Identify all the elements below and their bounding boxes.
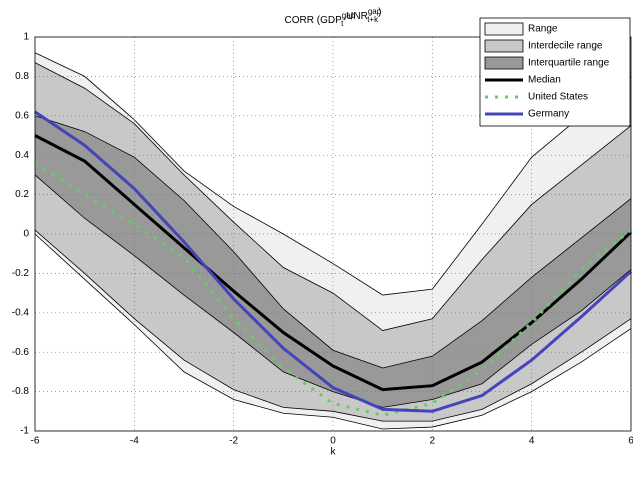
series-line	[34, 134, 633, 392]
y-tick-label: 0.6	[15, 110, 29, 121]
y-tick-label: 0.4	[15, 150, 29, 161]
band-edge	[34, 174, 632, 408]
x-tick-label: -2	[229, 436, 238, 447]
series-line	[34, 110, 633, 413]
y-tick-label: 0	[23, 229, 29, 240]
band-edge	[34, 115, 632, 369]
x-axis-label: k	[331, 447, 337, 458]
chart-title: CORR (GDPgap t,UNRgap t+k)	[285, 7, 382, 28]
x-tick-label: 2	[430, 436, 436, 447]
y-tick-label: 0.8	[15, 71, 29, 82]
legend-label: Median	[528, 75, 561, 86]
title-part: ,UNR	[343, 11, 367, 22]
title-part: t	[341, 19, 344, 28]
legend-label: Interquartile range	[528, 58, 610, 69]
y-tick-label: -1	[20, 426, 29, 437]
band-edge	[34, 233, 632, 430]
title-part: )	[378, 7, 381, 18]
y-tick-label: 1	[23, 32, 29, 43]
legend-label: Germany	[528, 109, 569, 120]
x-tick-label: 0	[330, 436, 336, 447]
y-tick-label: -0.4	[12, 307, 30, 318]
legend-swatch	[484, 22, 524, 36]
x-tick-label: 6	[628, 436, 633, 447]
x-tick-label: -6	[31, 436, 40, 447]
x-tick-label: -4	[130, 436, 139, 447]
y-tick-label: -0.8	[12, 386, 30, 397]
y-tick-label: -0.6	[12, 347, 30, 358]
title-part: CORR (GDP	[285, 15, 343, 26]
y-tick-label: 0.2	[15, 189, 29, 200]
legend-swatch	[484, 39, 524, 53]
band	[35, 115, 631, 408]
band-edge	[34, 229, 632, 422]
plot-frame	[34, 36, 632, 432]
legend-label: Range	[528, 24, 558, 35]
legend-label: Interdecile range	[528, 41, 603, 52]
title-part: t+k	[367, 15, 379, 24]
legend-box	[479, 17, 631, 127]
band-edge	[34, 52, 632, 296]
y-tick-label: -0.2	[12, 268, 30, 279]
x-tick-label: 4	[529, 436, 535, 447]
legend-label: United States	[528, 92, 588, 103]
legend-swatch	[484, 56, 524, 70]
title-part: gap	[342, 11, 356, 20]
band-edge	[34, 62, 632, 331]
title-part: gap	[368, 7, 382, 16]
